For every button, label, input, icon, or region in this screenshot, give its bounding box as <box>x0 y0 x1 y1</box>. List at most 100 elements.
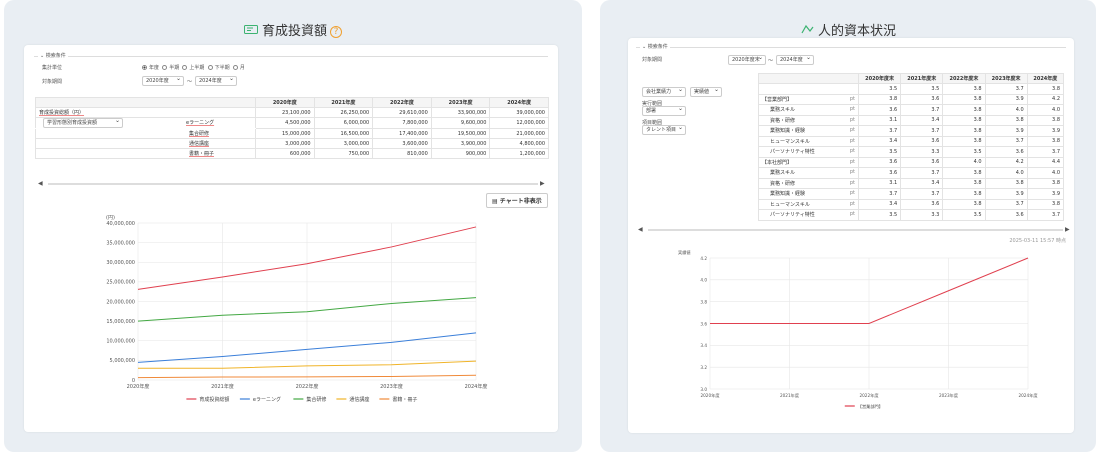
human-capital-card: ⌄ 検索条件 対象期間 2020年度末 〜 2024年度 会社業績力 実績値 実… <box>628 38 1074 433</box>
scope-select[interactable]: 部署 <box>642 105 686 116</box>
human-capital-icon <box>800 24 814 39</box>
cell: 4.0 <box>1026 104 1065 116</box>
agg-unit-radios: 年度 半期 上半期 下半期 月 <box>142 64 245 71</box>
investment-title: 育成投資額 <box>261 24 327 39</box>
investment-table: 2020年度 2021年度 2022年度 2023年度 2024年度 育成投資総… <box>35 97 549 159</box>
cell: 29,610,000 <box>372 107 432 118</box>
cell: 3.7 <box>984 135 1028 147</box>
row-label: 【本社部門】 <box>762 159 793 166</box>
radio-month[interactable]: 月 <box>232 65 245 71</box>
row-link-group-training[interactable]: 集合研修 <box>189 131 210 137</box>
period-from-select[interactable]: 2020年度 <box>142 75 184 86</box>
y-tick-label: 40,000,000 <box>106 221 135 227</box>
company-metric-select[interactable]: 会社業績力 <box>642 86 686 97</box>
row-link-correspondence[interactable]: 通信講座 <box>189 141 210 147</box>
cell: 3.8 <box>1026 83 1065 95</box>
cell: 750,000 <box>313 148 374 159</box>
cell: 3.6 <box>857 167 902 179</box>
row-label: 業務スキル <box>770 107 796 114</box>
legend-label: eラーニング <box>253 396 281 403</box>
y-tick-label: 10,000,000 <box>106 339 135 345</box>
cell: 4.4 <box>1026 156 1065 168</box>
cell: 3.7 <box>984 83 1028 95</box>
cell: 3.8 <box>942 104 986 116</box>
total-link[interactable]: 育成投資総額（円） <box>39 110 85 116</box>
cell: 39,000,000 <box>489 107 549 118</box>
x-tick-label: 2023年度 <box>939 392 959 399</box>
table-row: 学習形態別育成投資額 eラーニング 4,500,000 6,000,000 7,… <box>35 117 549 129</box>
period-tilde: 〜 <box>768 58 774 64</box>
radio-first-half[interactable]: 上半期 <box>182 65 204 71</box>
cell: 17,400,000 <box>372 128 432 139</box>
header-year: 2022年度 <box>372 97 432 108</box>
radio-year[interactable]: 年度 <box>142 65 159 71</box>
scroll-right-icon[interactable]: ▶ <box>540 180 545 187</box>
cell: 3.7 <box>984 198 1028 210</box>
period-tilde: 〜 <box>187 79 193 85</box>
scroll-right-icon[interactable]: ▶ <box>1065 226 1070 233</box>
help-icon[interactable]: ? <box>330 25 342 38</box>
series-line <box>710 257 1029 324</box>
series-line <box>137 297 477 322</box>
cell: 3.9 <box>1026 125 1065 137</box>
table-row: 【本社部門】 pt 3.6 3.6 4.0 4.2 4.4 <box>758 156 1065 168</box>
row-label: 資格・研修 <box>770 180 796 187</box>
cell: 3.6 <box>984 146 1028 158</box>
period-to-select[interactable]: 2024年度 <box>776 54 814 65</box>
header-year: 2023年度 <box>430 97 491 108</box>
row-label: ヒューマンスキル <box>770 138 810 145</box>
row-link-books[interactable]: 書籍・冊子 <box>189 151 215 157</box>
period-to-select[interactable]: 2024年度 <box>195 75 237 86</box>
value-type-select[interactable]: 実績値 <box>690 86 722 97</box>
cell: 3.8 <box>984 114 1028 126</box>
cell: 3.8 <box>942 167 986 179</box>
item-scope-select[interactable]: タレント項目 <box>642 124 686 135</box>
scroll-left-icon[interactable]: ◀ <box>38 180 43 187</box>
row-unit: pt <box>849 158 855 165</box>
radio-half[interactable]: 半期 <box>162 65 179 71</box>
table-row: 業務知識・経験 pt 3.7 3.7 3.8 3.9 3.9 <box>758 188 1065 200</box>
table-row: ヒューマンスキル pt 3.4 3.6 3.8 3.7 3.8 <box>758 135 1065 147</box>
row-label: 資格・研修 <box>770 117 796 124</box>
table-row: 【営業部門】 pt 3.8 3.6 3.8 3.9 4.2 <box>758 93 1065 105</box>
collapse-icon[interactable]: ⌄ <box>40 53 45 59</box>
cell: 4.2 <box>1026 93 1065 105</box>
agg-unit-label: 集計単位 <box>42 65 63 71</box>
scroll-left-icon[interactable]: ◀ <box>638 226 643 233</box>
cell: 4,800,000 <box>489 138 549 149</box>
chart-hide-button[interactable]: ▤ チャート非表示 <box>486 193 548 208</box>
y-tick-label: 4.0 <box>700 278 707 283</box>
human-capital-panel: 人的資本状況 ⌄ 検索条件 対象期間 2020年度末 〜 2024年度 会社業績… <box>600 0 1096 452</box>
header-year: 2023年度末 <box>984 73 1028 84</box>
cell: 3.7 <box>900 188 944 200</box>
table-row-total: 育成投資総額（円） 23,100,000 26,250,000 29,610,0… <box>35 107 549 118</box>
legend-label: 書籍・冊子 <box>392 396 417 403</box>
collapse-icon[interactable]: ⌄ <box>642 44 647 50</box>
cell: 3.8 <box>857 93 902 105</box>
cell: 4.2 <box>984 156 1028 168</box>
period-from-select[interactable]: 2020年度末 <box>728 54 766 65</box>
cell: 3.6 <box>900 156 944 168</box>
cell: 3.1 <box>857 177 902 189</box>
header-year: 2024年度 <box>489 97 549 108</box>
cell: 810,000 <box>372 148 432 159</box>
cell: 9,600,000 <box>430 117 491 129</box>
scope-label: 実行範囲 <box>642 101 663 107</box>
table-row: 資格・研修 pt 3.1 3.4 3.8 3.8 3.8 <box>758 114 1065 126</box>
series-line <box>138 360 477 369</box>
radio-second-half[interactable]: 下半期 <box>207 65 230 71</box>
cell: 3.5 <box>857 83 902 95</box>
cell: 3.5 <box>857 146 902 158</box>
cell: 3.6 <box>857 156 902 168</box>
cell: 7,800,000 <box>372 117 432 129</box>
cell: 3.6 <box>900 93 944 105</box>
y-tick-label: 5,000,000 <box>110 358 135 364</box>
horizontal-scrollbar[interactable] <box>648 229 1063 231</box>
category-select[interactable]: 学習形態別育成投資額 <box>43 117 123 128</box>
row-link-elearning[interactable]: eラーニング <box>186 120 215 126</box>
horizontal-scrollbar[interactable] <box>48 183 538 185</box>
y-axis-label: (円) <box>106 215 115 221</box>
header-year: 2022年度末 <box>942 73 986 84</box>
table-row: 業務知識・経験 pt 3.7 3.7 3.8 3.9 3.9 <box>758 125 1065 137</box>
cell: 3.8 <box>942 93 986 105</box>
